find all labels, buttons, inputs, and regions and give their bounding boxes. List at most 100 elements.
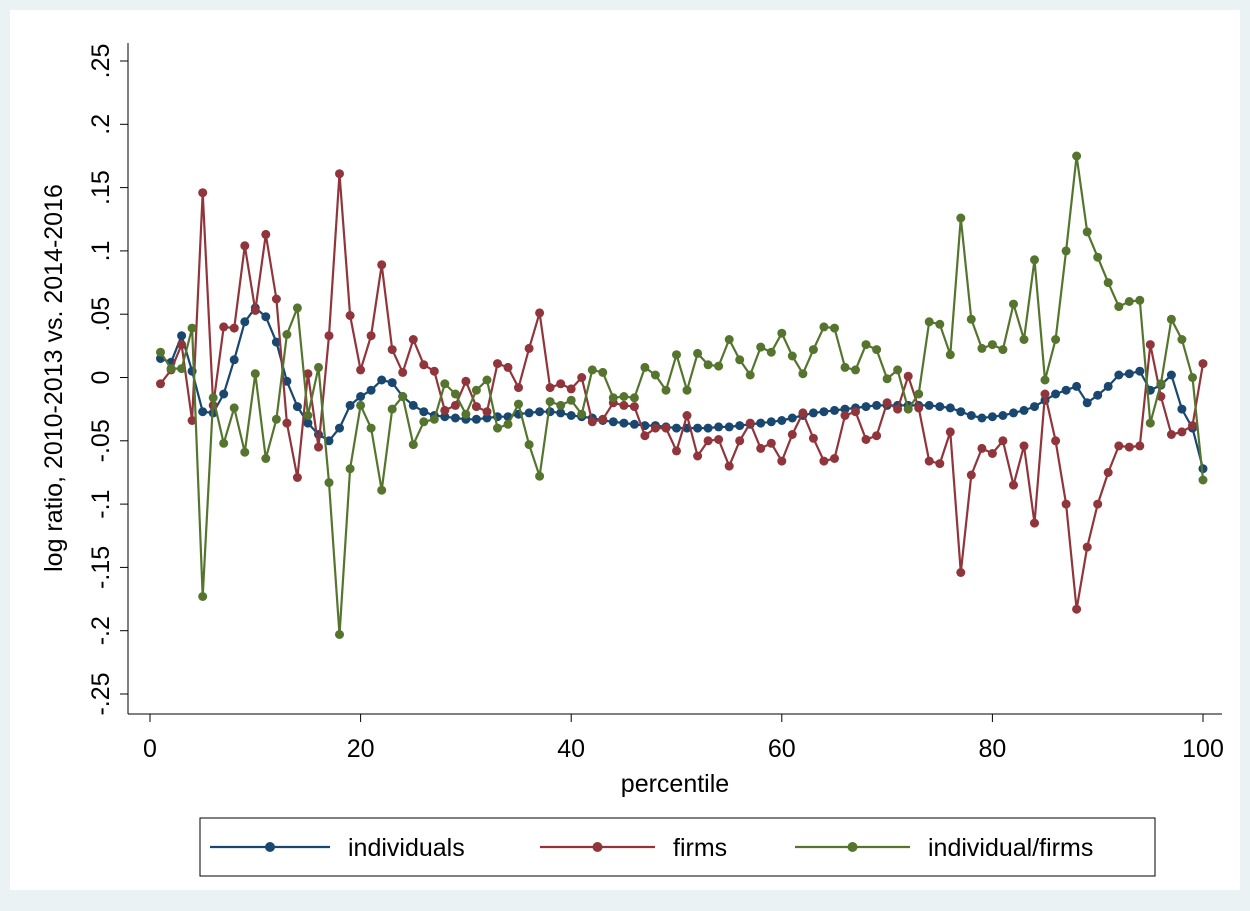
data-point-individual-firms: [777, 328, 787, 338]
data-point-firms: [471, 402, 481, 412]
x-tick-label: 40: [557, 735, 585, 763]
x-tick-label: 20: [347, 735, 375, 763]
data-point-individual-firms: [1198, 475, 1208, 485]
data-point-individuals: [566, 411, 576, 420]
data-point-firms: [735, 436, 745, 446]
legend-box: [199, 817, 1156, 877]
data-point-firms: [1093, 499, 1103, 509]
data-point-individual-firms: [366, 423, 376, 433]
data-point-individuals: [229, 355, 239, 365]
y-tick-label: -.15: [87, 546, 115, 589]
data-point-firms: [766, 438, 776, 448]
data-point-individuals: [1082, 398, 1092, 408]
data-point-individual-firms: [587, 365, 597, 375]
data-point-individual-firms: [1114, 302, 1124, 312]
data-point-individual-firms: [271, 414, 281, 424]
data-point-firms: [672, 446, 681, 456]
data-point-individual-firms: [566, 395, 576, 405]
data-point-individuals: [1009, 408, 1018, 418]
y-tick-label: -.25: [87, 672, 115, 715]
data-point-firms: [861, 435, 871, 444]
data-point-individual-firms: [1082, 227, 1092, 237]
data-point-firms: [324, 331, 334, 341]
data-point-firms: [640, 431, 650, 441]
data-point-individuals: [345, 400, 355, 410]
data-point-individual-firms: [229, 403, 239, 413]
data-point-firms: [303, 369, 313, 379]
legend-item-firms: firms: [540, 834, 727, 862]
data-point-individuals: [924, 400, 934, 410]
data-point-individuals: [524, 408, 534, 418]
data-point-individual-firms: [756, 342, 766, 352]
data-point-individuals: [377, 375, 387, 385]
data-point-firms: [619, 400, 629, 410]
data-point-firms: [1072, 604, 1082, 614]
plot-area: [128, 43, 1222, 714]
x-axis-tick-labels: 0 20 40 60 80 100: [143, 735, 1224, 763]
data-point-individual-firms: [703, 360, 713, 370]
data-point-firms: [419, 360, 429, 370]
data-point-firms: [1188, 421, 1197, 431]
data-point-individual-firms: [398, 392, 408, 401]
data-point-firms: [998, 436, 1008, 446]
data-point-individual-firms: [693, 348, 703, 358]
data-point-individuals: [366, 385, 376, 395]
data-point-firms: [440, 405, 450, 415]
data-point-individuals: [956, 407, 966, 417]
data-point-firms: [840, 411, 850, 420]
data-point-firms: [398, 367, 408, 377]
data-point-individuals: [735, 421, 745, 431]
data-point-individual-firms: [672, 350, 681, 360]
data-point-firms: [250, 305, 260, 315]
data-point-individual-firms: [482, 375, 492, 385]
series-layer: [156, 151, 1208, 639]
data-point-individuals: [324, 436, 334, 446]
data-point-firms: [503, 362, 513, 372]
legend-label-individuals: individuals: [348, 834, 465, 862]
data-point-firms: [956, 568, 966, 577]
data-point-individual-firms: [872, 345, 882, 355]
data-point-individual-firms: [408, 440, 418, 450]
legend-item-individual-firms: individual/firms: [795, 834, 1093, 862]
y-tick-label: .15: [87, 170, 115, 205]
data-point-individuals: [977, 413, 987, 423]
data-point-individual-firms: [335, 630, 344, 639]
data-point-firms: [1082, 542, 1092, 552]
data-point-individual-firms: [1040, 375, 1050, 385]
data-point-individual-firms: [966, 314, 976, 324]
data-point-firms: [703, 436, 713, 446]
data-point-individual-firms: [808, 345, 818, 355]
data-point-individuals: [356, 392, 366, 401]
data-point-individual-firms: [219, 438, 229, 448]
y-tick-label: .1: [87, 240, 115, 261]
data-point-firms: [545, 383, 555, 393]
data-point-individuals: [408, 400, 418, 410]
data-point-firms: [724, 461, 734, 471]
data-point-individual-firms: [840, 362, 850, 372]
data-point-individual-firms: [314, 362, 323, 372]
data-point-firms: [219, 322, 229, 332]
data-point-individual-firms: [282, 330, 292, 339]
data-point-individuals: [945, 403, 955, 413]
data-point-individual-firms: [177, 364, 187, 374]
data-point-firms: [282, 418, 292, 428]
data-point-firms: [945, 427, 955, 437]
data-point-individual-firms: [830, 323, 839, 333]
series-line-firms: [159, 172, 1205, 611]
legend-label-firms: firms: [673, 834, 727, 862]
data-point-individuals: [987, 412, 997, 422]
data-point-firms: [314, 442, 323, 452]
data-point-individual-firms: [724, 335, 734, 344]
data-point-individuals: [861, 402, 871, 412]
data-point-individual-firms: [1072, 151, 1082, 161]
data-point-individual-firms: [798, 369, 808, 379]
data-point-firms: [156, 379, 165, 389]
data-point-individual-firms: [166, 364, 176, 374]
data-point-individual-firms: [903, 404, 913, 414]
data-point-firms: [893, 404, 903, 414]
data-point-individual-firms: [598, 367, 608, 377]
data-point-firms: [240, 241, 250, 251]
data-point-firms: [356, 365, 366, 375]
data-point-individuals: [966, 411, 976, 420]
